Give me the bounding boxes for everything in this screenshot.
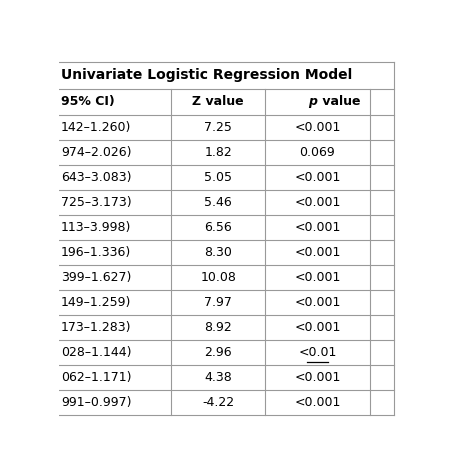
Text: 8.92: 8.92 xyxy=(204,321,232,334)
Text: 643–3.083): 643–3.083) xyxy=(61,171,132,184)
Text: <0.001: <0.001 xyxy=(294,271,340,284)
Text: 5.05: 5.05 xyxy=(204,171,232,184)
Text: 399–1.627): 399–1.627) xyxy=(61,271,131,284)
Text: Univariate Logistic Regression Model: Univariate Logistic Regression Model xyxy=(61,69,352,82)
Text: <0.001: <0.001 xyxy=(294,221,340,234)
Text: 10.08: 10.08 xyxy=(200,271,236,284)
Text: 142–1.260): 142–1.260) xyxy=(61,121,131,134)
Text: <0.001: <0.001 xyxy=(294,196,340,209)
Text: 725–3.173): 725–3.173) xyxy=(61,196,132,209)
Text: <0.01: <0.01 xyxy=(298,346,337,359)
Text: 5.46: 5.46 xyxy=(204,196,232,209)
Text: 062–1.171): 062–1.171) xyxy=(61,371,132,384)
Text: 2.96: 2.96 xyxy=(204,346,232,359)
Text: <0.001: <0.001 xyxy=(294,321,340,334)
Text: value: value xyxy=(318,95,361,108)
Text: 7.25: 7.25 xyxy=(204,121,232,134)
Text: 974–2.026): 974–2.026) xyxy=(61,146,132,159)
Text: -4.22: -4.22 xyxy=(202,396,234,409)
Text: <0.001: <0.001 xyxy=(294,171,340,184)
Text: 8.30: 8.30 xyxy=(204,246,232,259)
Text: 1.82: 1.82 xyxy=(204,146,232,159)
Text: 0.069: 0.069 xyxy=(300,146,335,159)
Text: <0.001: <0.001 xyxy=(294,246,340,259)
Text: <0.001: <0.001 xyxy=(294,121,340,134)
Text: 4.38: 4.38 xyxy=(204,371,232,384)
Text: <0.001: <0.001 xyxy=(294,296,340,309)
Text: Z value: Z value xyxy=(192,95,244,108)
Text: 7.97: 7.97 xyxy=(204,296,232,309)
Text: 173–1.283): 173–1.283) xyxy=(61,321,132,334)
Text: p: p xyxy=(308,95,317,108)
Text: <0.001: <0.001 xyxy=(294,396,340,409)
Text: 991–0.997): 991–0.997) xyxy=(61,396,132,409)
Text: 028–1.144): 028–1.144) xyxy=(61,346,132,359)
Text: 196–1.336): 196–1.336) xyxy=(61,246,131,259)
Text: <0.001: <0.001 xyxy=(294,371,340,384)
Text: 113–3.998): 113–3.998) xyxy=(61,221,131,234)
Text: 149–1.259): 149–1.259) xyxy=(61,296,131,309)
Text: 95% CI): 95% CI) xyxy=(61,95,115,108)
Text: 6.56: 6.56 xyxy=(204,221,232,234)
